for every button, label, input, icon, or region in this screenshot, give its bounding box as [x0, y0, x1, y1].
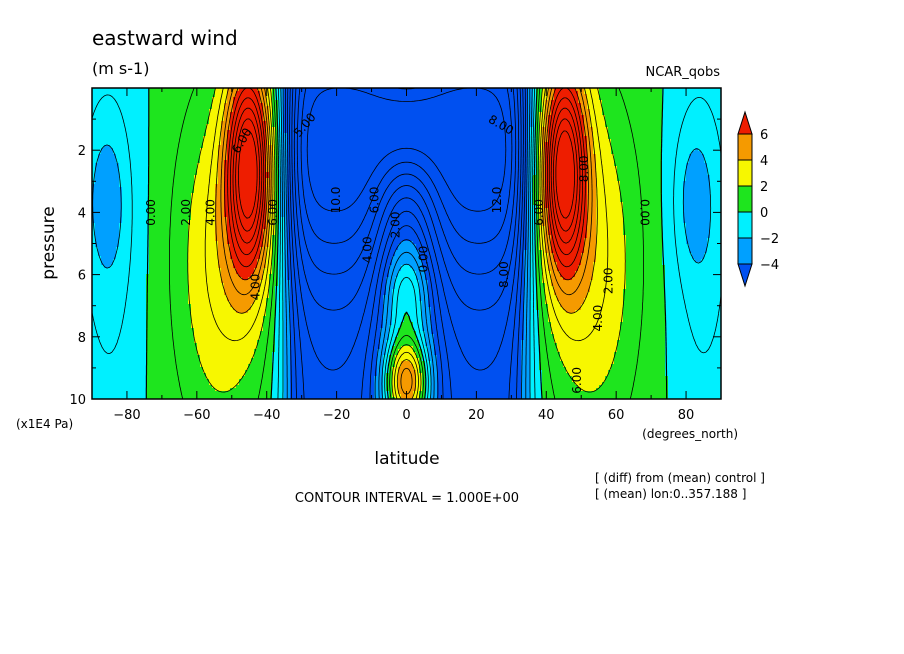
- contour-line: [306, 88, 507, 212]
- wind-field: [92, 88, 721, 399]
- x-tick-label: 60: [608, 408, 625, 423]
- colorbar-cap-top: [737, 110, 753, 135]
- contour-label: 6.00: [266, 199, 280, 226]
- contour-line: [300, 88, 513, 244]
- contour-line: [169, 88, 644, 399]
- colorbar-tick-label: −4: [760, 258, 779, 273]
- colorbar-tick-label: 4: [760, 154, 768, 169]
- y-axis: 2 4 6 8 10: [69, 118, 721, 408]
- contour-label: 12.0: [490, 187, 504, 214]
- contour-interval-text: CONTOUR INTERVAL = 1.000E+00: [295, 491, 519, 506]
- contour-label: 2.00: [179, 199, 193, 226]
- contour-label: 0.00: [144, 199, 158, 226]
- chart-title: eastward wind: [92, 26, 238, 50]
- contour-line: [293, 88, 520, 311]
- colorbar-segment: [737, 237, 753, 265]
- y-axis-label: pressure: [39, 206, 59, 279]
- contour-label: 4.00: [203, 199, 217, 226]
- contour-label: 6.00: [532, 199, 546, 226]
- colorbar-tick-label: 2: [760, 180, 768, 195]
- colorbar-segment: [737, 185, 753, 213]
- y-tick-label: 2: [78, 144, 86, 159]
- x-tick-label: 40: [538, 408, 555, 423]
- contour-line: [287, 88, 526, 399]
- contour-line: [235, 118, 578, 232]
- contour-line: [215, 88, 598, 399]
- x-axis-label: latitude: [374, 449, 439, 469]
- contour-label: 4.00: [591, 305, 605, 332]
- colorbar-tick-label: −2: [760, 232, 779, 247]
- chart-units: (m s-1): [92, 59, 149, 78]
- contour-line: [232, 107, 581, 244]
- contour-line: [291, 88, 522, 371]
- contour-label: 4.00: [361, 236, 375, 263]
- y-axis-units: (x1E4 Pa): [16, 417, 73, 431]
- x-axis-units: (degrees_north): [642, 427, 738, 441]
- contour-line: [92, 88, 712, 399]
- contour-line: [187, 88, 626, 399]
- note-mean: [ (mean) lon:0..357.188 ]: [595, 487, 746, 501]
- contour-label: 6.00: [570, 367, 584, 394]
- x-tick-label: −40: [253, 408, 280, 423]
- contour-line: [282, 88, 531, 399]
- note-diff: [ (diff) from (mean) control ]: [595, 471, 765, 485]
- colorbar-segment: [737, 211, 753, 239]
- y-tick-label: 8: [78, 331, 86, 346]
- contour-line: [285, 88, 528, 399]
- contour-label: 10.0: [329, 187, 343, 214]
- y-tick-label: 4: [78, 206, 86, 221]
- colorbar-tick-label: 0: [760, 206, 768, 221]
- contour-line: [296, 88, 517, 275]
- source-label: NCAR_qobs: [646, 65, 721, 80]
- contour-line: [238, 130, 575, 219]
- contour-label: 2.00: [487, 71, 514, 85]
- y-tick-label: 6: [78, 269, 86, 284]
- contour-label: 4.00: [249, 274, 263, 301]
- contour-line: [230, 97, 583, 256]
- contour-label: 2.00: [602, 267, 616, 294]
- colorbar-segment: [737, 133, 753, 161]
- colorbar-segment: [737, 159, 753, 187]
- colorbar: 6 4 2 0 −2 −4: [737, 110, 779, 288]
- contour-label: 8.00: [577, 156, 591, 183]
- x-tick-label: −80: [113, 408, 140, 423]
- x-tick-label: 80: [678, 408, 695, 423]
- x-tick-label: −20: [323, 408, 350, 423]
- x-tick-label: −60: [183, 408, 210, 423]
- contour-label: 0.00: [416, 246, 430, 273]
- colorbar-tick-label: 6: [760, 128, 768, 143]
- contour-label: 8.00: [497, 261, 511, 288]
- x-tick-label: 20: [468, 408, 485, 423]
- colorbar-cap-bottom: [737, 263, 753, 288]
- contour-label: 2.00: [389, 211, 403, 238]
- contour-line: [224, 88, 589, 281]
- contour-label: 6.00: [368, 187, 382, 214]
- contour-line: [227, 88, 586, 268]
- x-tick-label: 0: [402, 408, 410, 423]
- contour-label: 0.00: [638, 199, 652, 226]
- x-axis: −80 −60 −40 −20 0 20 40 60 80: [91, 88, 722, 423]
- contour-line: [204, 88, 609, 399]
- y-tick-label: 10: [69, 393, 86, 408]
- contour-line: [220, 88, 593, 395]
- contour-line: [145, 88, 668, 399]
- contour-line: [289, 88, 524, 399]
